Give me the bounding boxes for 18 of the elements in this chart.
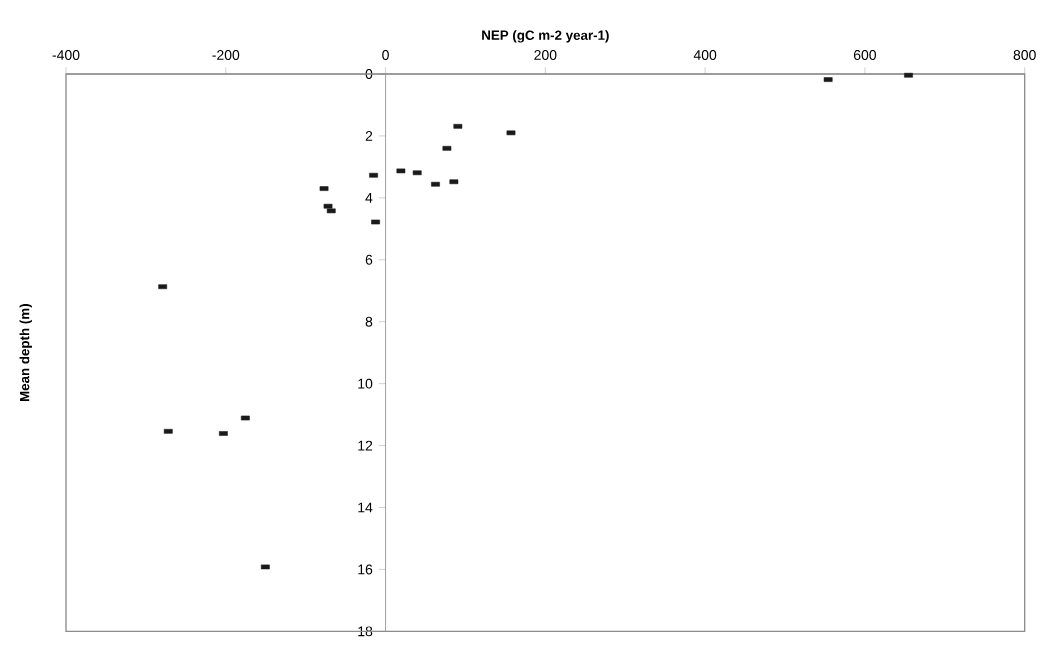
y-tick-label: 6 — [365, 254, 373, 265]
y-tick-label: 8 — [365, 316, 373, 327]
y-tick-label: 2 — [365, 131, 373, 141]
y-axis-title: Mean depth (m) — [19, 304, 32, 402]
y-tick-label: 0 — [365, 69, 373, 79]
y-tick-label: 12 — [358, 440, 373, 451]
y-tick-label: 4 — [365, 193, 373, 203]
x-tick-label: 0 — [382, 50, 389, 60]
x-tick-label: 200 — [534, 50, 557, 60]
x-tick-label: 800 — [1013, 50, 1036, 60]
y-tick-label: 16 — [358, 564, 373, 575]
x-tick-label: -400 — [52, 50, 80, 60]
x-tick-label: 600 — [853, 50, 877, 60]
y-tick-label: 10 — [358, 378, 373, 389]
x-tick-label: 400 — [693, 50, 717, 60]
y-tick-label: 14 — [358, 502, 373, 513]
x-axis-title: NEP (gC m-2 year-1) — [482, 30, 609, 43]
x-tick-label: -200 — [212, 50, 240, 60]
